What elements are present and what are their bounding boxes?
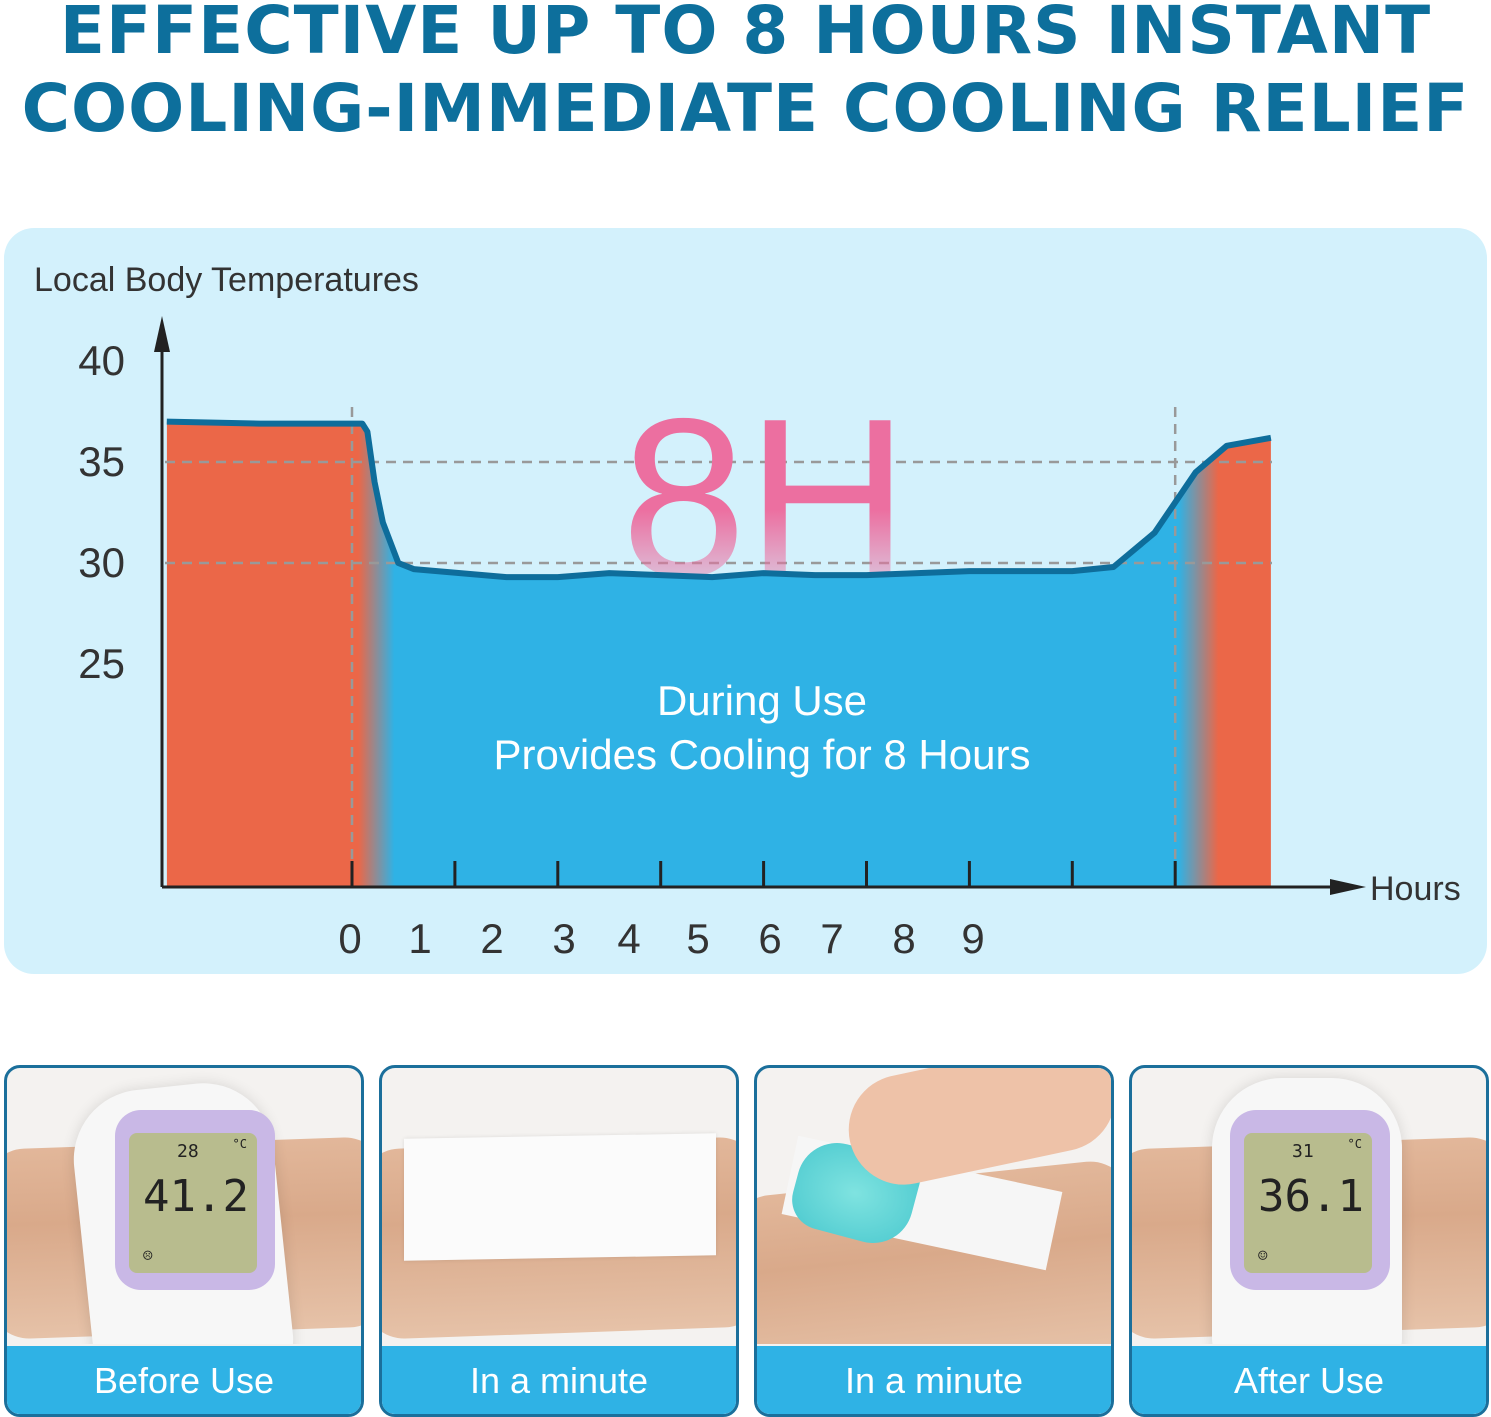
x-axis-arrow-icon [1330,879,1366,895]
y-axis-arrow-icon [154,316,170,352]
transition-after [1178,421,1219,887]
sad-face-icon: ☹ [143,1246,153,1265]
unit-label: °C [232,1137,247,1151]
temperature-chart: 8H 40 35 30 25 0 1 2 3 4 5 6 7 8 9 Local Body Tempera… [34,261,1461,962]
cooling-patch [404,1133,716,1261]
annotation-line-1: During Use [657,677,867,724]
temperature-reading: 36.1 [1258,1171,1364,1222]
x-tick-label: 4 [617,915,640,962]
caption: In a minute [757,1346,1111,1414]
caption: Before Use [7,1346,361,1414]
headline-line-2: COOLING-IMMEDIATE COOLING RELIEF [21,70,1470,147]
annotation-line-2: Provides Cooling for 8 Hours [494,731,1031,778]
smile-face-icon: ☺ [1258,1246,1268,1265]
x-tick-label: 5 [686,915,709,962]
panel-patch-applied: In a minute [379,1065,739,1417]
caption: After Use [1132,1346,1486,1414]
x-tick-label: 9 [961,915,984,962]
photo-thermometer-before: 28 °C 41.2 ☹ [7,1068,361,1344]
temperature-reading: 41.2 [143,1171,249,1222]
ambient-reading: 28 [177,1141,199,1162]
ambient-reading: 31 [1292,1141,1314,1162]
panel-after-use: 31 °C 36.1 ☺ After Use [1129,1065,1489,1417]
x-axis-label: Hours [1370,870,1461,908]
x-tick-label: 2 [480,915,503,962]
x-tick-label: 6 [758,915,781,962]
y-tick-label: 30 [78,539,125,586]
duration-highlight: 8H [621,371,909,623]
x-tick-label: 1 [408,915,431,962]
temperature-curve [166,418,1272,581]
region-before [166,421,363,887]
unit-label: °C [1347,1137,1362,1151]
lcd-display: 31 °C 36.1 ☺ [1244,1133,1372,1273]
x-tick-label: 8 [892,915,915,962]
y-tick-label: 40 [78,337,125,384]
x-tick-label: 7 [820,915,843,962]
photo-patch-on-arm [382,1068,736,1344]
headline-line-1: EFFECTIVE UP TO 8 HOURS INSTANT [59,0,1432,69]
panel-patch-gel: In a minute [754,1065,1114,1417]
x-tick-label: 3 [552,915,575,962]
photo-gel-patch [757,1068,1111,1344]
lcd-display: 28 °C 41.2 ☹ [129,1133,257,1273]
y-axis-label: Local Body Temperatures [34,261,419,299]
y-tick-label: 35 [78,438,125,485]
y-tick-label: 25 [78,640,125,687]
caption: In a minute [382,1346,736,1414]
region-after [1216,421,1271,887]
x-tick-label: 0 [338,915,361,962]
transition-before [358,421,395,887]
photo-thermometer-after: 31 °C 36.1 ☺ [1132,1068,1486,1344]
panel-before-use: 28 °C 41.2 ☹ Before Use [4,1065,364,1417]
